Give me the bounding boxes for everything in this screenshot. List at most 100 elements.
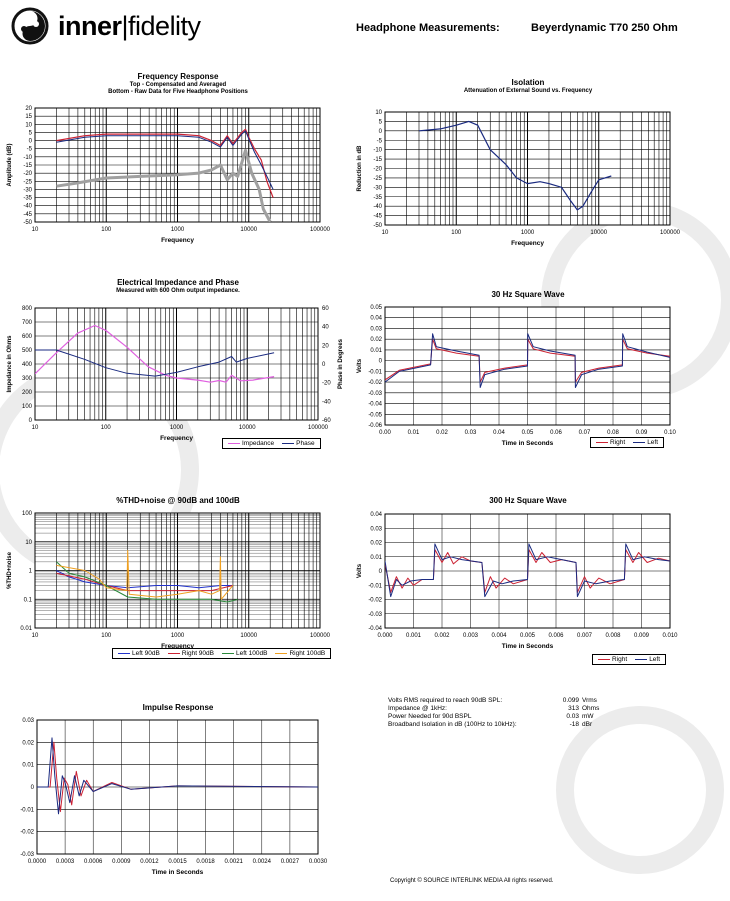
x-tick-label: 0.005	[520, 633, 536, 639]
chart-title-sq30: 30 Hz Square Wave	[378, 290, 678, 300]
y-tick-label: 0.01	[370, 348, 382, 354]
spec-value: 0.099	[562, 697, 579, 704]
y-tick-label: -0.01	[20, 807, 34, 813]
x-tick-label: 0.0018	[196, 859, 215, 865]
x-tick-label: 0.002	[434, 633, 450, 639]
y2-axis-title: Phase in Degrees	[338, 338, 344, 389]
spec-value: -18	[569, 721, 579, 728]
chart-title-fr: Frequency Response Top - Compensated and …	[28, 72, 328, 96]
x-axis-title: Time in Seconds	[502, 440, 554, 447]
chart-title-sq300: 300 Hz Square Wave	[378, 496, 678, 506]
series-line-left	[385, 543, 670, 598]
x-tick-label: 100000	[310, 227, 331, 233]
chart-title-text: 30 Hz Square Wave	[491, 290, 565, 299]
x-tick-label: 100	[451, 230, 462, 236]
y-tick-label: 0	[379, 129, 383, 135]
x-tick-label: 10	[382, 230, 389, 236]
x-tick-label: 1000	[171, 633, 185, 639]
x-tick-label: 10	[32, 227, 39, 233]
chart-title-imp: Electrical Impedance and Phase Measured w…	[28, 278, 328, 295]
y-tick-label: -0.04	[368, 402, 382, 408]
legend-swatch	[598, 658, 610, 660]
x-axis-title: Frequency	[161, 237, 194, 244]
x-tick-label: 100000	[308, 425, 329, 431]
x-tick-label: 0.00	[379, 430, 391, 436]
x-tick-label: 10000	[590, 230, 607, 236]
series-line-isolation	[418, 120, 612, 211]
x-tick-label: 0.03	[465, 430, 477, 436]
x-tick-label: 0.0012	[140, 859, 159, 865]
y-axis-title: Impedance in Ohms	[7, 335, 13, 393]
spec-unit: Vrms	[582, 697, 597, 704]
series-line-phase	[35, 349, 275, 377]
legend-item: Right	[598, 656, 627, 663]
y-tick-label: 200	[22, 390, 33, 396]
y-tick-label: 700	[22, 320, 33, 326]
legend-swatch	[275, 652, 288, 654]
y-tick-label: 500	[22, 348, 33, 354]
chart-title-thd: %THD+noise @ 90dB and 100dB	[28, 496, 328, 506]
spec-row: Impedance @ 1kHz: 313 Ohms	[388, 705, 608, 713]
y-axis-title: Volts	[357, 563, 363, 578]
legend-label: Right	[610, 439, 626, 446]
chart-imp: 10 100 1000 10000 10000080070060050040030020…	[7, 306, 344, 442]
y-axis-title: %THD+noise	[7, 551, 13, 589]
x-tick-label: 10	[32, 633, 39, 639]
x-tick-label: 0.08	[607, 430, 619, 436]
legend-label: Phase	[296, 440, 315, 447]
spec-value: 0.03	[566, 713, 579, 720]
x-tick-label: 0.0006	[84, 859, 103, 865]
y-tick-label: -25	[373, 176, 382, 182]
y-tick-label: -0.03	[368, 612, 382, 618]
section-label: Headphone Measurements:	[356, 22, 500, 34]
y-tick-label: -45	[23, 212, 32, 218]
legend-label: Right	[612, 656, 628, 663]
series-line-raw	[56, 148, 272, 222]
x-tick-label: 100000	[660, 230, 681, 236]
x-tick-label: 100000	[310, 633, 331, 639]
y2-tick-label: 60	[322, 306, 329, 312]
y-tick-label: -0.05	[368, 412, 382, 418]
x-axis-title: Frequency	[511, 240, 544, 247]
y-tick-label: -0.03	[368, 391, 382, 397]
legend-label: Right 90dB	[181, 650, 214, 657]
y-tick-label: 0.01	[370, 555, 382, 561]
chart-thd: 10 100 1000 10000 100000 100 10 1 0.1 0.01 Frequen…	[7, 511, 331, 650]
legend-item: Left 90dB	[118, 650, 160, 657]
y-tick-label: 0.01	[22, 763, 34, 769]
y-tick-label: -30	[23, 187, 32, 193]
logo-wordmark: inner|fidelity	[58, 11, 201, 42]
y-tick-label: 10	[375, 110, 382, 116]
y-tick-label: 0	[29, 418, 33, 424]
x-tick-label: 0.0003	[56, 859, 75, 865]
x-tick-label: 0.09	[636, 430, 648, 436]
legend-label: Left	[647, 439, 659, 446]
spec-unit: Ohms	[582, 705, 600, 712]
y-tick-label: -20	[23, 171, 32, 177]
legend-item: Right	[596, 439, 625, 446]
x-tick-label: 1000	[171, 227, 185, 233]
y2-tick-label: -20	[322, 381, 331, 387]
x-tick-label: 0.0024	[253, 859, 272, 865]
y-tick-label: -0.02	[20, 830, 34, 836]
legend-item: Impedance	[228, 440, 274, 447]
chart-title-text: Frequency Response	[137, 72, 219, 81]
x-axis-title: Time in Seconds	[152, 869, 204, 876]
x-tick-label: 0.0030	[309, 859, 328, 865]
y-tick-label: -10	[373, 148, 382, 154]
chart-title-text: %THD+noise @ 90dB and 100dB	[116, 496, 240, 505]
legend-swatch	[222, 652, 234, 654]
y-tick-label: 0	[31, 785, 35, 791]
y-tick-label: 0.04	[370, 512, 382, 518]
y-tick-label: 20	[25, 106, 32, 112]
x-tick-label: 0.0021	[225, 859, 244, 865]
x-tick-label: 100	[101, 425, 112, 431]
chart-fr: 10 100 1000 10000 100000 20 15 10 5 0 -5 -10 -15 -20 -…	[7, 106, 331, 244]
x-tick-label: 100	[101, 633, 112, 639]
y-tick-label: -0.03	[20, 852, 34, 858]
x-tick-label: 0.05	[522, 430, 534, 436]
chart-subtitle: Bottom - Raw Data for Five Headphone Pos…	[108, 89, 248, 95]
x-tick-label: 10000	[240, 227, 257, 233]
legend-imp: Impedance Phase	[222, 438, 321, 449]
